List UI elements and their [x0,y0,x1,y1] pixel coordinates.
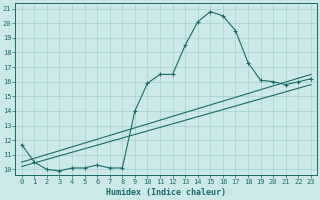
X-axis label: Humidex (Indice chaleur): Humidex (Indice chaleur) [106,188,226,197]
